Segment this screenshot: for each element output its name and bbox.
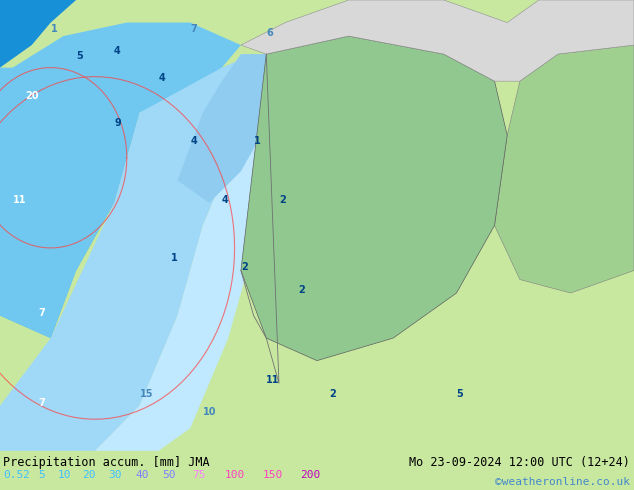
Polygon shape: [95, 81, 285, 451]
Text: 7: 7: [38, 308, 45, 318]
Text: 2: 2: [298, 285, 305, 295]
Text: 1: 1: [51, 24, 58, 33]
Text: 2: 2: [241, 263, 248, 272]
Text: 1: 1: [171, 253, 178, 264]
Text: 100: 100: [225, 470, 245, 480]
Polygon shape: [0, 113, 139, 338]
Text: 7: 7: [190, 24, 197, 33]
Text: 50: 50: [162, 470, 176, 480]
Polygon shape: [0, 54, 266, 451]
Text: 0.5: 0.5: [3, 470, 23, 480]
Text: 5: 5: [456, 389, 463, 399]
Text: 10: 10: [203, 407, 216, 416]
Text: 7: 7: [38, 398, 45, 408]
Text: 150: 150: [263, 470, 283, 480]
Text: Mo 23-09-2024 12:00 UTC (12+24): Mo 23-09-2024 12:00 UTC (12+24): [409, 456, 630, 469]
Text: Precipitation accum. [mm] JMA: Precipitation accum. [mm] JMA: [3, 456, 210, 469]
Text: 4: 4: [158, 73, 165, 83]
Text: 30: 30: [108, 470, 122, 480]
Polygon shape: [241, 0, 634, 81]
Polygon shape: [178, 54, 279, 203]
Text: 2: 2: [279, 195, 286, 205]
Polygon shape: [495, 45, 634, 293]
Text: 2: 2: [22, 470, 29, 480]
Text: 1: 1: [254, 136, 261, 146]
Text: 40: 40: [135, 470, 148, 480]
Text: 20: 20: [25, 91, 39, 101]
Polygon shape: [0, 0, 76, 203]
Polygon shape: [0, 23, 241, 406]
Text: 10: 10: [58, 470, 72, 480]
Text: 4: 4: [222, 195, 229, 205]
Text: 9: 9: [114, 118, 121, 128]
Text: 6: 6: [266, 28, 273, 38]
Text: 5: 5: [38, 470, 45, 480]
Text: 4: 4: [190, 136, 197, 146]
Text: 75: 75: [192, 470, 205, 480]
Polygon shape: [241, 36, 507, 361]
Text: 11: 11: [13, 195, 26, 205]
Text: 15: 15: [139, 389, 153, 399]
Text: ©weatheronline.co.uk: ©weatheronline.co.uk: [495, 477, 630, 487]
Text: 20: 20: [82, 470, 96, 480]
Text: 5: 5: [76, 50, 83, 61]
Text: 11: 11: [266, 375, 280, 385]
Text: 4: 4: [114, 46, 121, 56]
Text: 2: 2: [330, 389, 337, 399]
Text: 200: 200: [300, 470, 320, 480]
